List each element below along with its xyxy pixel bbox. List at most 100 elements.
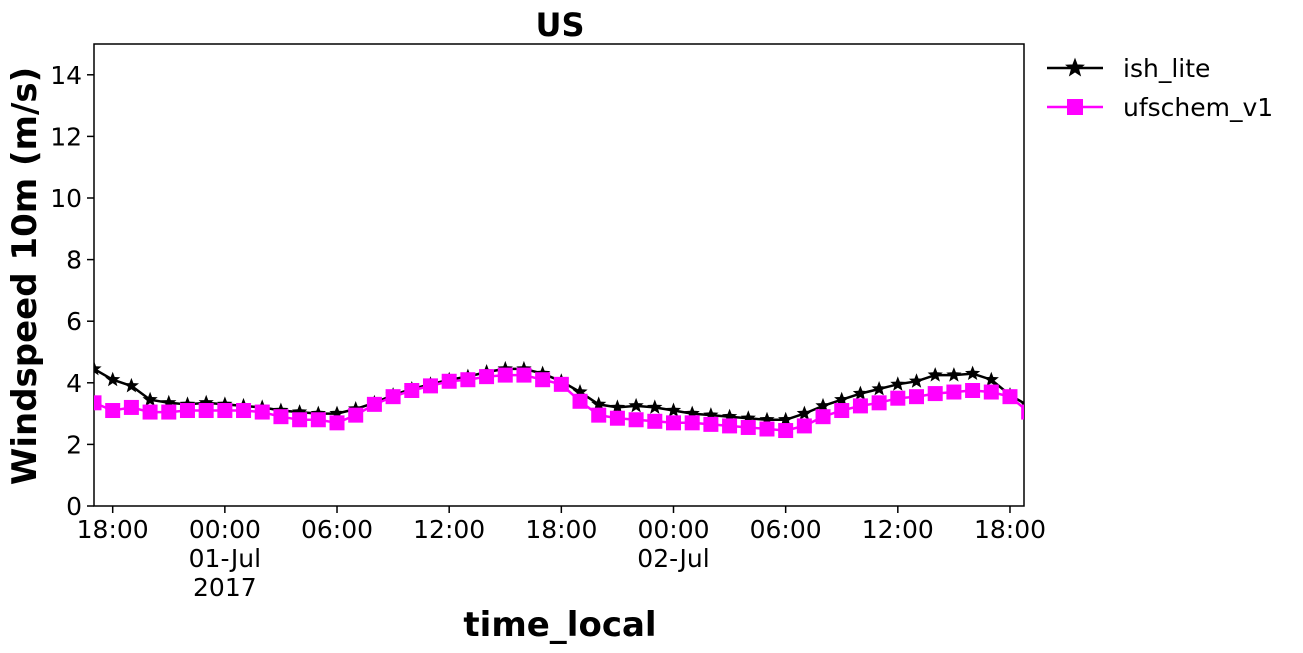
legend-square-marker: [1067, 99, 1083, 115]
x-tick-label: 06:00: [301, 515, 373, 544]
plot-area-frame: [93, 43, 1025, 507]
data-point-ufschem_v1: [422, 378, 438, 394]
y-tick-label: 4: [66, 369, 82, 398]
chart-title: US: [535, 6, 584, 44]
x-tick-label: 12:00: [413, 515, 485, 544]
data-point-ufschem_v1: [273, 409, 289, 425]
data-point-ufschem_v1: [1021, 404, 1024, 420]
data-point-ufschem_v1: [460, 372, 476, 388]
data-point-ufschem_v1: [310, 412, 326, 428]
data-point-ufschem_v1: [292, 412, 308, 428]
series-layer: [94, 360, 1024, 439]
data-point-ufschem_v1: [759, 421, 775, 437]
data-point-ufschem_v1: [123, 399, 139, 415]
data-point-ish_lite: [665, 402, 682, 417]
data-point-ufschem_v1: [348, 407, 364, 423]
x-tick-label: 2017: [193, 573, 257, 602]
y-axis: 0 2 4 6 8 10 12 14: [50, 61, 94, 521]
data-point-ish_lite: [908, 373, 925, 388]
x-tick-label: 18:00: [974, 515, 1046, 544]
y-tick-label: 0: [66, 492, 82, 521]
data-point-ish_lite: [292, 404, 308, 419]
data-point-ufschem_v1: [684, 415, 700, 431]
data-point-ufschem_v1: [796, 418, 812, 434]
data-point-ufschem_v1: [198, 403, 214, 419]
data-point-ish_lite: [890, 376, 906, 391]
data-point-ufschem_v1: [871, 395, 887, 411]
data-point-ish_lite: [796, 405, 812, 421]
legend: ish_lite ufschem_v1: [1047, 54, 1273, 122]
data-point-ufschem_v1: [852, 398, 868, 414]
data-point-ufschem_v1: [703, 416, 719, 432]
data-point-ufschem_v1: [946, 384, 962, 400]
data-point-ish_lite: [591, 396, 607, 411]
data-point-ish_lite: [815, 397, 831, 413]
data-point-ufschem_v1: [927, 386, 943, 402]
x-tick-label: 06:00: [750, 515, 822, 544]
data-point-ufschem_v1: [329, 415, 345, 431]
y-tick-label: 8: [66, 246, 82, 275]
data-point-ish_lite: [684, 405, 700, 421]
data-point-ufschem_v1: [441, 373, 457, 389]
x-tick-label: 00:00: [637, 515, 709, 544]
data-point-ufschem_v1: [628, 412, 644, 428]
data-point-ufschem_v1: [740, 419, 756, 435]
data-point-ufschem_v1: [722, 418, 738, 434]
data-point-ufschem_v1: [254, 404, 270, 420]
x-tick-label: 01-Jul: [189, 544, 261, 573]
data-point-ish_lite: [722, 408, 738, 424]
data-point-ufschem_v1: [236, 403, 252, 419]
x-tick-label: 00:00: [189, 515, 261, 544]
data-point-ish_lite: [778, 411, 794, 427]
data-point-ufschem_v1: [142, 404, 158, 420]
data-point-ufschem_v1: [404, 383, 420, 398]
data-point-ufschem_v1: [535, 372, 551, 388]
data-point-ufschem_v1: [479, 369, 495, 385]
x-tick-label: 18:00: [525, 515, 597, 544]
y-tick-label: 6: [66, 307, 82, 336]
data-point-ish_lite: [609, 399, 625, 414]
data-point-ish_lite: [142, 391, 158, 407]
data-point-ish_lite: [946, 367, 962, 382]
data-point-ufschem_v1: [965, 383, 981, 398]
data-point-ufschem_v1: [161, 404, 177, 420]
legend-label-ish-lite: ish_lite: [1123, 54, 1210, 83]
data-point-ufschem_v1: [609, 410, 625, 426]
data-point-ufschem_v1: [834, 403, 850, 419]
data-point-ish_lite: [740, 410, 756, 425]
data-point-ish_lite: [1021, 403, 1024, 413]
legend-label-ufschem-v1: ufschem_v1: [1123, 93, 1273, 122]
data-point-ufschem_v1: [647, 413, 663, 429]
data-point-ufschem_v1: [665, 415, 681, 431]
data-point-ufschem_v1: [778, 423, 794, 439]
data-point-ufschem_v1: [516, 367, 532, 383]
data-point-ufschem_v1: [217, 403, 233, 419]
x-tick-label: 18:00: [77, 515, 149, 544]
data-point-ufschem_v1: [105, 403, 121, 419]
data-point-ish_lite: [329, 405, 345, 421]
data-point-ish_lite: [852, 385, 868, 401]
data-point-ish_lite: [703, 407, 719, 422]
data-point-ish_lite: [105, 371, 121, 387]
data-point-ufschem_v1: [1002, 389, 1018, 405]
x-tick-label: 12:00: [862, 515, 934, 544]
data-point-ufschem_v1: [553, 376, 569, 392]
data-point-ish_lite: [123, 377, 139, 393]
data-point-ish_lite: [198, 394, 214, 410]
data-point-ish_lite: [647, 399, 663, 414]
data-point-ufschem_v1: [366, 396, 382, 412]
y-tick-label: 10: [50, 184, 82, 213]
x-axis-label: time_local: [463, 605, 656, 645]
data-point-ish_lite: [927, 367, 943, 382]
data-point-ish_lite: [572, 384, 588, 399]
data-point-ish_lite: [983, 371, 999, 387]
data-point-ufschem_v1: [179, 403, 195, 419]
data-point-ufschem_v1: [591, 407, 607, 423]
data-point-ish_lite: [628, 397, 644, 413]
data-point-ufschem_v1: [497, 367, 513, 383]
data-point-ufschem_v1: [572, 393, 588, 409]
data-point-ish_lite: [871, 381, 887, 396]
y-tick-label: 2: [66, 430, 82, 459]
data-point-ufschem_v1: [890, 390, 906, 406]
